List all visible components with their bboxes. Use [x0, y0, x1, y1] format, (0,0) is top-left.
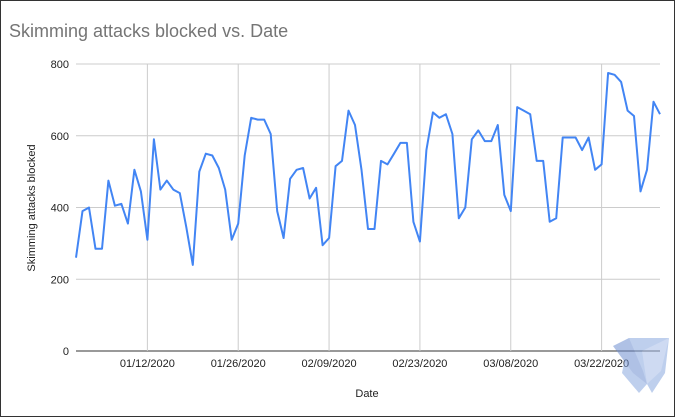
x-tick-label: 02/09/2020 — [302, 358, 357, 370]
gridlines — [76, 63, 660, 352]
y-tick-label: 200 — [51, 274, 69, 286]
tick-labels: 0 200 400 600 800 01/12/2020 01/26/2020 02/09/2… — [51, 59, 629, 370]
chart-title: Skimming attacks blocked vs. Date — [9, 21, 289, 41]
x-tick-label: 03/08/2020 — [483, 358, 538, 370]
malwarebytes-logo-watermark — [613, 338, 669, 393]
y-tick-label: 600 — [51, 131, 69, 143]
x-tick-label: 03/22/2020 — [574, 358, 629, 370]
x-tick-label: 01/12/2020 — [120, 358, 175, 370]
series-line — [75, 72, 661, 266]
y-tick-label: 800 — [51, 59, 69, 71]
x-axis-label: Date — [355, 388, 378, 400]
data-points — [76, 73, 660, 265]
x-tick-label: 01/26/2020 — [211, 358, 266, 370]
y-axis-label: Skimming attacks blocked — [26, 144, 38, 271]
x-tick-label: 02/23/2020 — [392, 358, 447, 370]
y-tick-label: 0 — [63, 346, 69, 358]
y-tick-label: 400 — [51, 203, 69, 215]
